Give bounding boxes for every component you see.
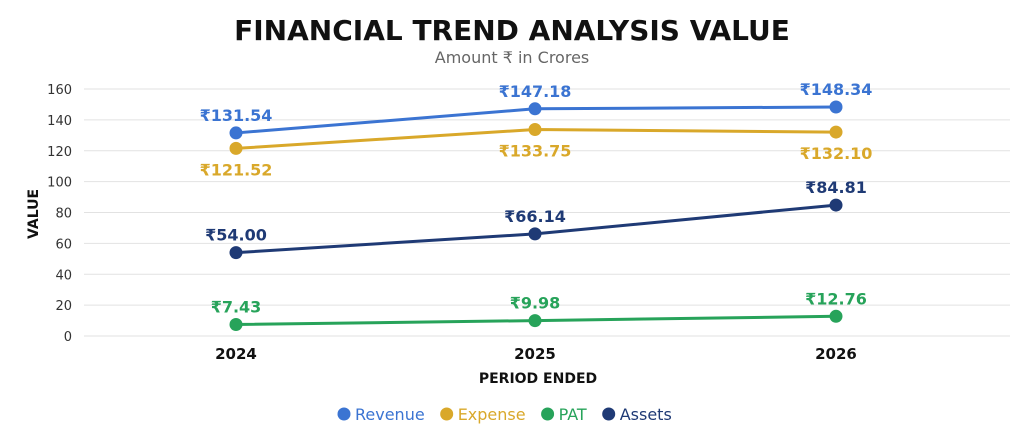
y-tick-label: 80 [55, 207, 72, 222]
legend-marker-revenue [337, 407, 351, 421]
chart-subtitle: Amount ₹ in Crores [435, 48, 590, 67]
legend-item-expense: Expense [440, 405, 526, 424]
data-point-pat [829, 309, 843, 323]
y-tick-label: 20 [55, 299, 72, 314]
data-point-assets [229, 246, 243, 260]
x-tick-label: 2025 [514, 345, 556, 363]
data-point-revenue [229, 126, 243, 140]
legend-item-assets: Assets [602, 405, 672, 424]
data-label-expense: ₹121.52 [200, 160, 273, 179]
series-pat: ₹7.43 ₹9.98 ₹12.76 [211, 289, 867, 332]
legend-label-pat: PAT [559, 405, 587, 424]
data-label-revenue: ₹148.34 [800, 80, 873, 99]
data-label-revenue: ₹147.18 [499, 82, 572, 101]
y-tick-label: 140 [47, 114, 72, 129]
data-label-revenue: ₹131.54 [200, 106, 273, 125]
data-point-expense [829, 125, 843, 139]
chart-title: FINANCIAL TREND ANALYSIS VALUE [234, 14, 790, 47]
y-tick-label: 40 [55, 268, 72, 283]
data-point-expense [229, 141, 243, 155]
data-label-assets: ₹84.81 [805, 178, 867, 197]
data-label-pat: ₹7.43 [211, 298, 262, 317]
data-label-expense: ₹132.10 [800, 144, 873, 163]
y-axis-ticks: 0 20 40 60 80 100 120 140 160 [47, 83, 72, 345]
series-assets: ₹54.00 ₹66.14 ₹84.81 [205, 178, 867, 260]
data-label-assets: ₹66.14 [504, 207, 566, 226]
y-tick-label: 0 [64, 330, 72, 345]
data-point-pat [229, 318, 243, 332]
data-point-assets [829, 198, 843, 212]
legend-marker-pat [541, 407, 555, 421]
y-tick-label: 60 [55, 237, 72, 252]
legend-item-revenue: Revenue [337, 405, 425, 424]
legend-label-assets: Assets [620, 405, 672, 424]
data-point-revenue [829, 100, 843, 114]
series-expense: ₹121.52 ₹133.75 ₹132.10 [200, 123, 873, 179]
series-revenue: ₹131.54 ₹147.18 ₹148.34 [200, 80, 873, 140]
x-axis-ticks: 2024 2025 2026 [215, 345, 857, 363]
data-label-expense: ₹133.75 [499, 142, 572, 161]
legend-marker-expense [440, 407, 454, 421]
data-point-expense [528, 123, 542, 137]
y-axis-label: VALUE [26, 189, 42, 239]
legend-marker-assets [602, 407, 616, 421]
data-point-revenue [528, 102, 542, 116]
y-tick-label: 120 [47, 145, 72, 160]
x-tick-label: 2024 [215, 345, 257, 363]
x-axis-label: PERIOD ENDED [479, 371, 597, 387]
y-tick-label: 160 [47, 83, 72, 98]
data-point-pat [528, 314, 542, 328]
data-label-pat: ₹12.76 [805, 289, 867, 308]
data-label-assets: ₹54.00 [205, 226, 267, 245]
data-label-pat: ₹9.98 [510, 294, 561, 313]
legend: Revenue Expense PAT Assets [337, 405, 672, 424]
legend-item-pat: PAT [541, 405, 587, 424]
series-layer: ₹131.54 ₹147.18 ₹148.34 ₹121.52 ₹133.75 ₹132.… [200, 80, 873, 332]
data-point-assets [528, 227, 542, 241]
x-tick-label: 2026 [815, 345, 857, 363]
y-tick-label: 100 [47, 176, 72, 191]
legend-label-revenue: Revenue [355, 405, 425, 424]
legend-label-expense: Expense [458, 405, 526, 424]
